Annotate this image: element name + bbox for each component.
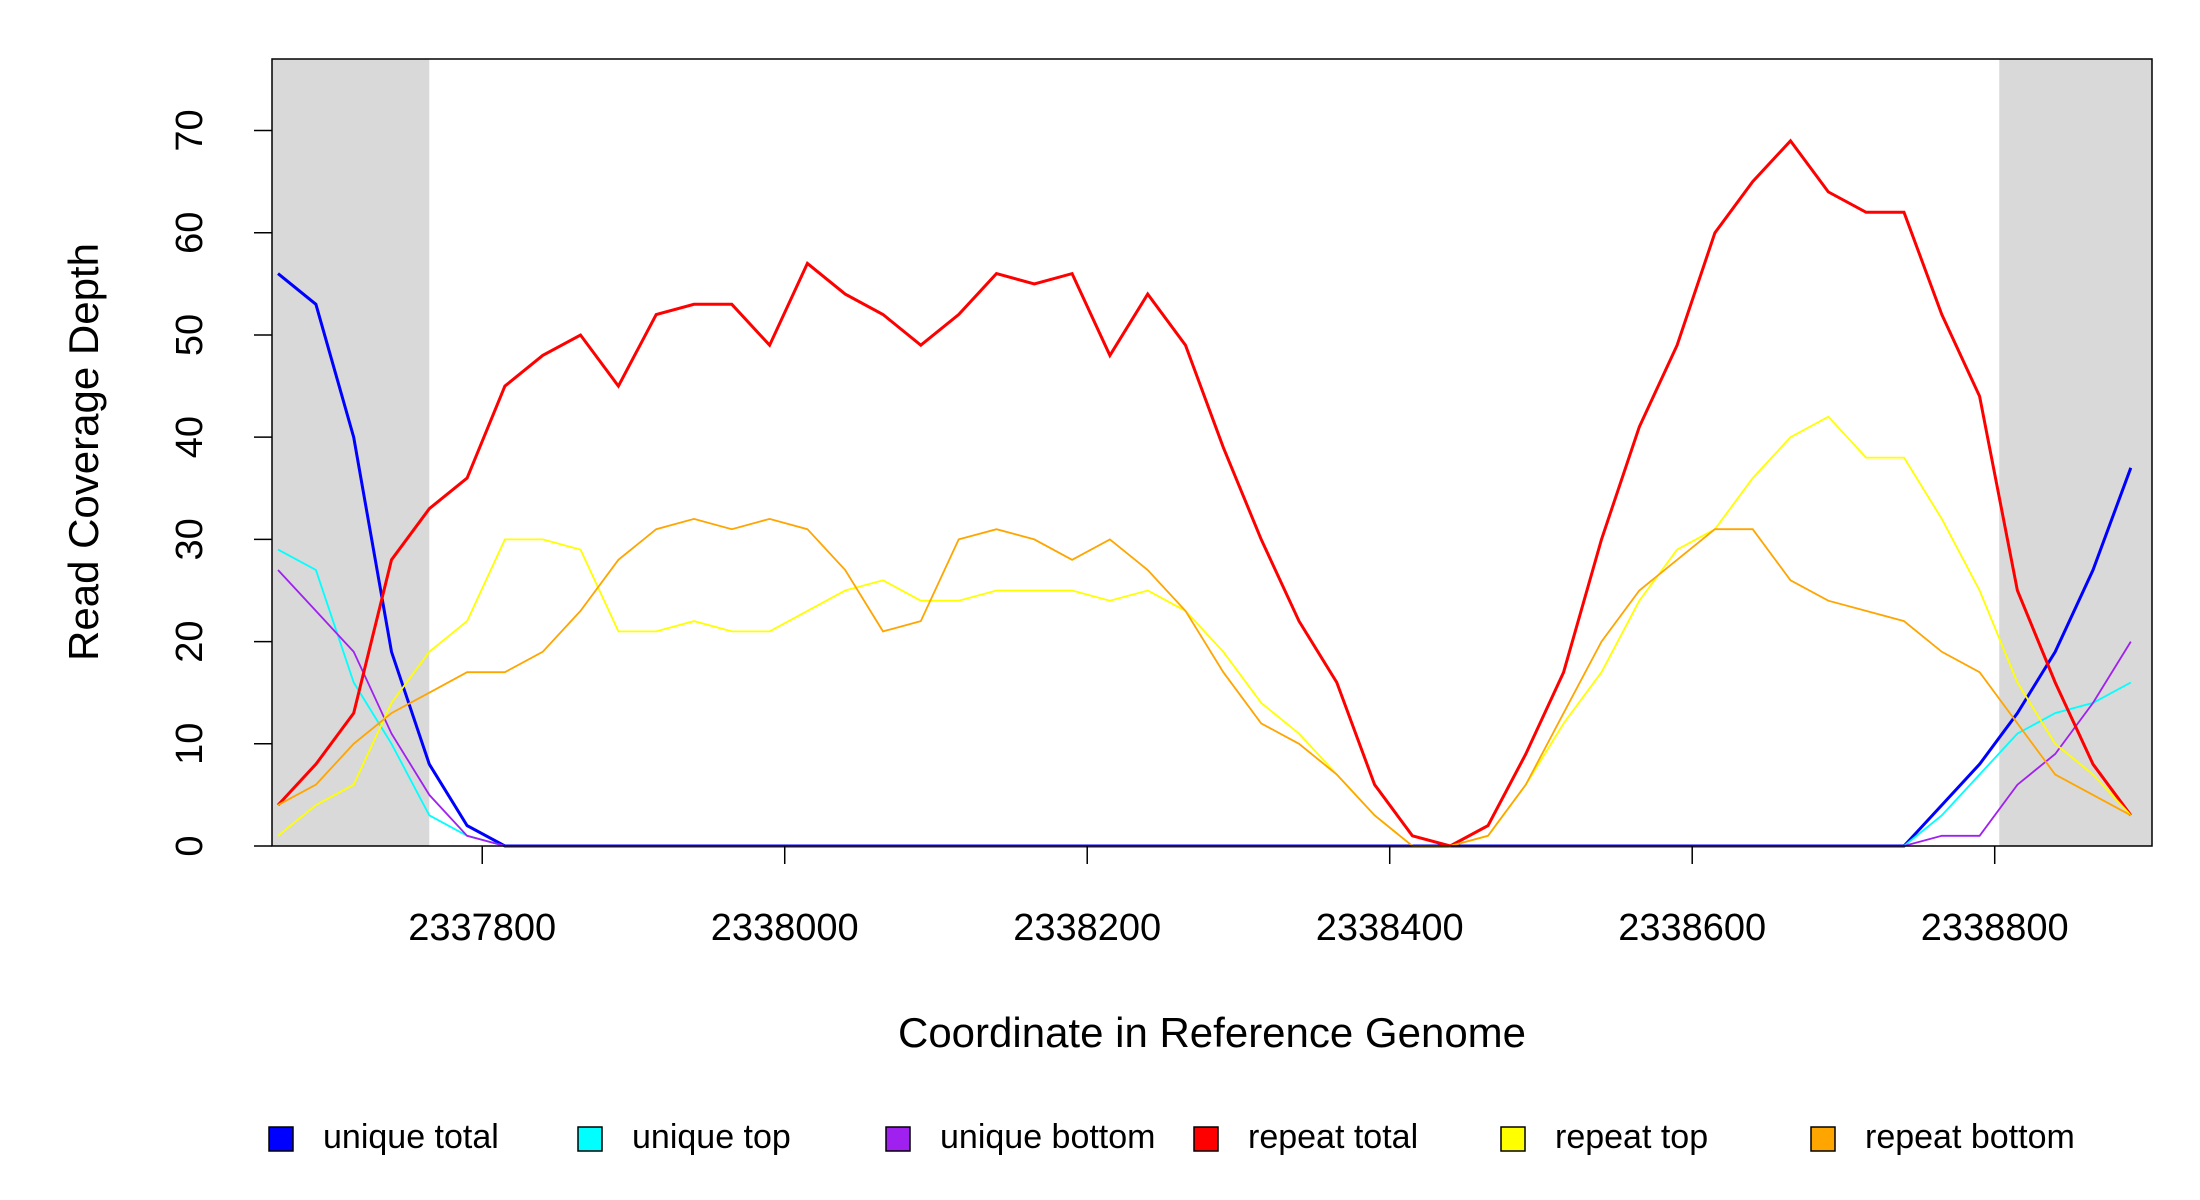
legend-swatch <box>1810 1126 1836 1152</box>
legend-label: repeat top <box>1555 1118 1708 1156</box>
y-axis-label: Read Coverage Depth <box>60 243 107 661</box>
series-line <box>277 415 2132 847</box>
x-tick-label: 2338000 <box>711 907 859 949</box>
legend-label: unique bottom <box>940 1118 1156 1156</box>
x-tick-label: 2338200 <box>1013 907 1161 949</box>
legend-label: repeat total <box>1248 1118 1418 1156</box>
series-line <box>277 569 2132 847</box>
series-line <box>277 272 2133 848</box>
legend-label: unique total <box>323 1118 499 1156</box>
y-tick-label: 40 <box>169 416 211 458</box>
plot-frame <box>271 58 2153 847</box>
legend-swatch <box>268 1126 294 1152</box>
series-line <box>277 548 2132 847</box>
y-tick-label: 70 <box>169 109 211 151</box>
legend-swatch <box>1193 1126 1219 1152</box>
legend-label: repeat bottom <box>1865 1118 2075 1156</box>
shaded-region <box>1999 59 2152 846</box>
x-tick-label: 2338600 <box>1618 907 1766 949</box>
y-tick-label: 30 <box>169 518 211 560</box>
y-tick-label: 0 <box>169 835 211 856</box>
y-tick-label: 10 <box>169 723 211 765</box>
legend-swatch <box>885 1126 911 1152</box>
x-tick-label: 2338800 <box>1921 907 2069 949</box>
y-tick-label: 60 <box>169 212 211 254</box>
y-tick-label: 50 <box>169 314 211 356</box>
y-tick-label: 20 <box>169 620 211 662</box>
x-tick-label: 2338400 <box>1316 907 1464 949</box>
series-line <box>276 138 2133 848</box>
shaded-region <box>272 59 430 846</box>
x-axis-label: Coordinate in Reference Genome <box>898 1009 1526 1056</box>
legend-swatch <box>577 1126 603 1152</box>
legend-label: unique top <box>632 1118 791 1156</box>
legend-swatch <box>1500 1126 1526 1152</box>
x-tick-label: 2337800 <box>408 907 556 949</box>
series-line <box>277 517 2132 847</box>
